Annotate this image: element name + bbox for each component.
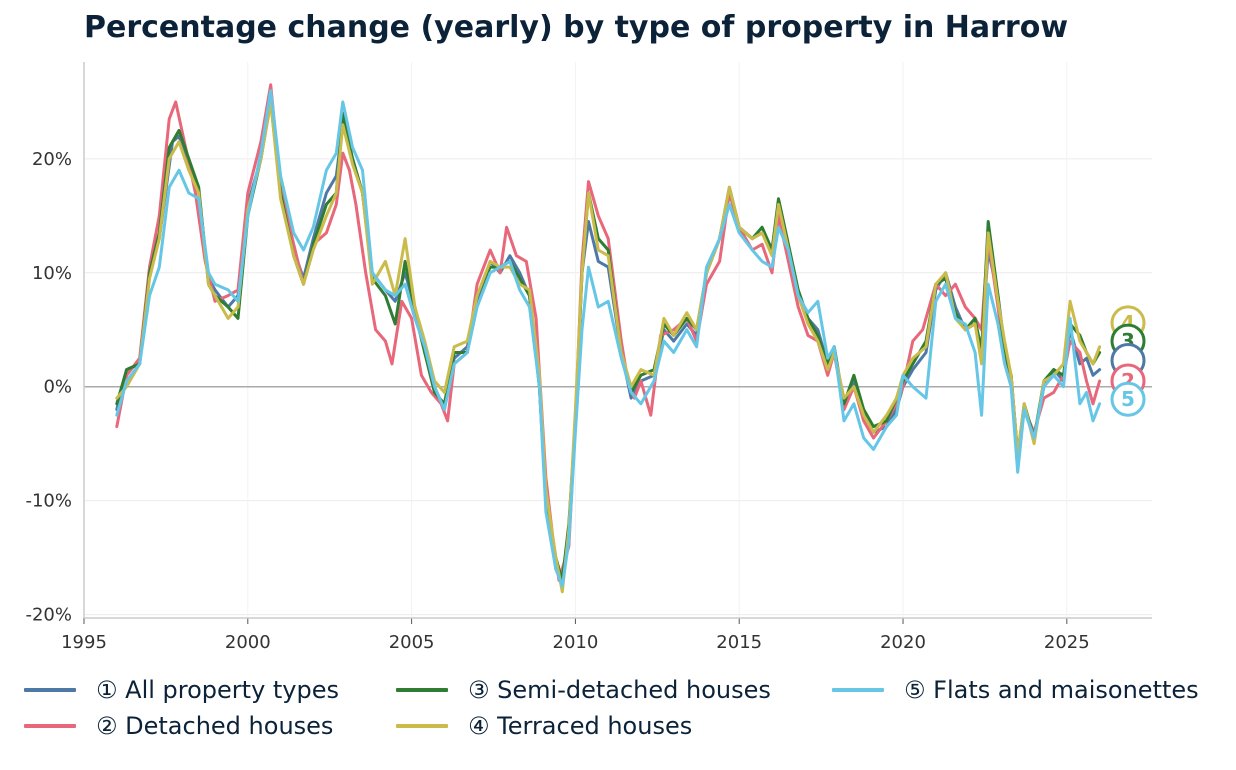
series-layer <box>115 83 1102 594</box>
series-line-4 <box>115 100 1102 594</box>
end-marker-circle <box>1110 381 1146 417</box>
legend-swatch <box>396 724 448 728</box>
x-tick-label: 2025 <box>1044 632 1090 653</box>
x-tick-label: 2005 <box>389 632 435 653</box>
legend-item: ④ Terraced houses <box>396 712 692 740</box>
legend-label: ⑤ Flats and maisonettes <box>904 676 1199 704</box>
legend-item: ⑤ Flats and maisonettes <box>832 676 1199 704</box>
x-tick-label: 2020 <box>880 632 926 653</box>
y-tick-label: -10% <box>25 491 72 512</box>
series-line-1 <box>115 94 1102 582</box>
legend-swatch <box>396 688 448 692</box>
legend-item: ② Detached houses <box>24 712 333 740</box>
x-tick-label: 1995 <box>61 632 107 653</box>
legend-label: ② Detached houses <box>96 712 334 740</box>
x-tick-label: 2010 <box>553 632 599 653</box>
y-tick-label: -20% <box>25 605 72 626</box>
legend-label: ① All property types <box>96 676 340 704</box>
legend-swatch <box>24 688 76 692</box>
y-tick-label: 20% <box>32 149 72 170</box>
x-tick-label: 2000 <box>225 632 271 653</box>
y-tick-label: 10% <box>32 263 72 284</box>
series-line-5 <box>115 89 1102 588</box>
x-tick-label: 2015 <box>716 632 762 653</box>
legend-item: ③ Semi-detached houses <box>396 676 771 704</box>
y-tick-label: 0% <box>43 377 72 398</box>
legend-swatch <box>24 724 76 728</box>
grid-layer <box>83 62 1152 618</box>
legend-swatch <box>832 688 884 692</box>
end-marker-label: 5 <box>1121 387 1135 411</box>
chart-title: Percentage change (yearly) by type of pr… <box>84 10 1069 45</box>
legend-item: ① All property types <box>24 676 339 704</box>
series-line-3 <box>115 100 1102 582</box>
legend-label: ④ Terraced houses <box>468 712 693 740</box>
axis-layer: -20% -10% 0% 10% 20% 1995 2000 2005 2010 2015 2020… <box>25 62 1152 653</box>
legend-label: ③ Semi-detached houses <box>468 676 771 704</box>
